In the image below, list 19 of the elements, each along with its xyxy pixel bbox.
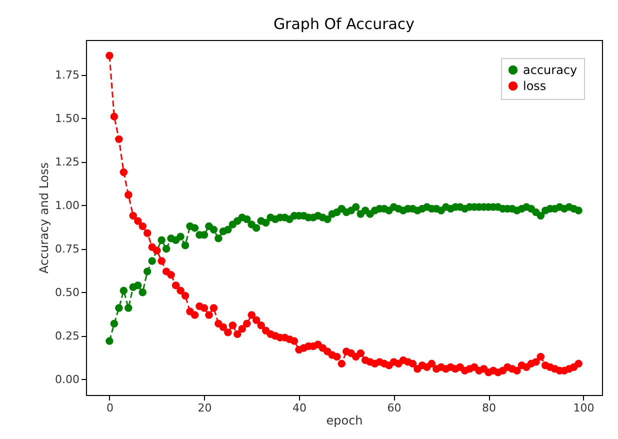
x-tick-label: 20 [198, 402, 212, 414]
y-tick-label: 0.50 [55, 286, 80, 299]
y-tick-label: 0.75 [55, 242, 80, 256]
legend-label: loss [523, 79, 546, 93]
x-tick-label: 40 [292, 402, 306, 414]
y-tick-label: 1.25 [55, 155, 80, 168]
legend-label: accuracy [523, 63, 578, 77]
x-axis-title: epoch [326, 414, 363, 428]
y-tick-label: 1.00 [55, 198, 80, 212]
y-tick-label: 1.75 [55, 68, 80, 82]
y-tick-label: 0.25 [55, 329, 80, 342]
y-tick-label: 0.00 [55, 372, 80, 386]
y-tick-label: 1.50 [55, 112, 80, 125]
chart-title: Graph Of Accuracy [273, 15, 415, 33]
x-tick-label: 60 [387, 402, 402, 414]
x-tick-label: 0 [106, 402, 114, 414]
x-tick-label: 100 [573, 402, 594, 414]
x-tick-label: 80 [482, 402, 496, 414]
y-axis-title: Accuracy and Loss [37, 162, 52, 274]
